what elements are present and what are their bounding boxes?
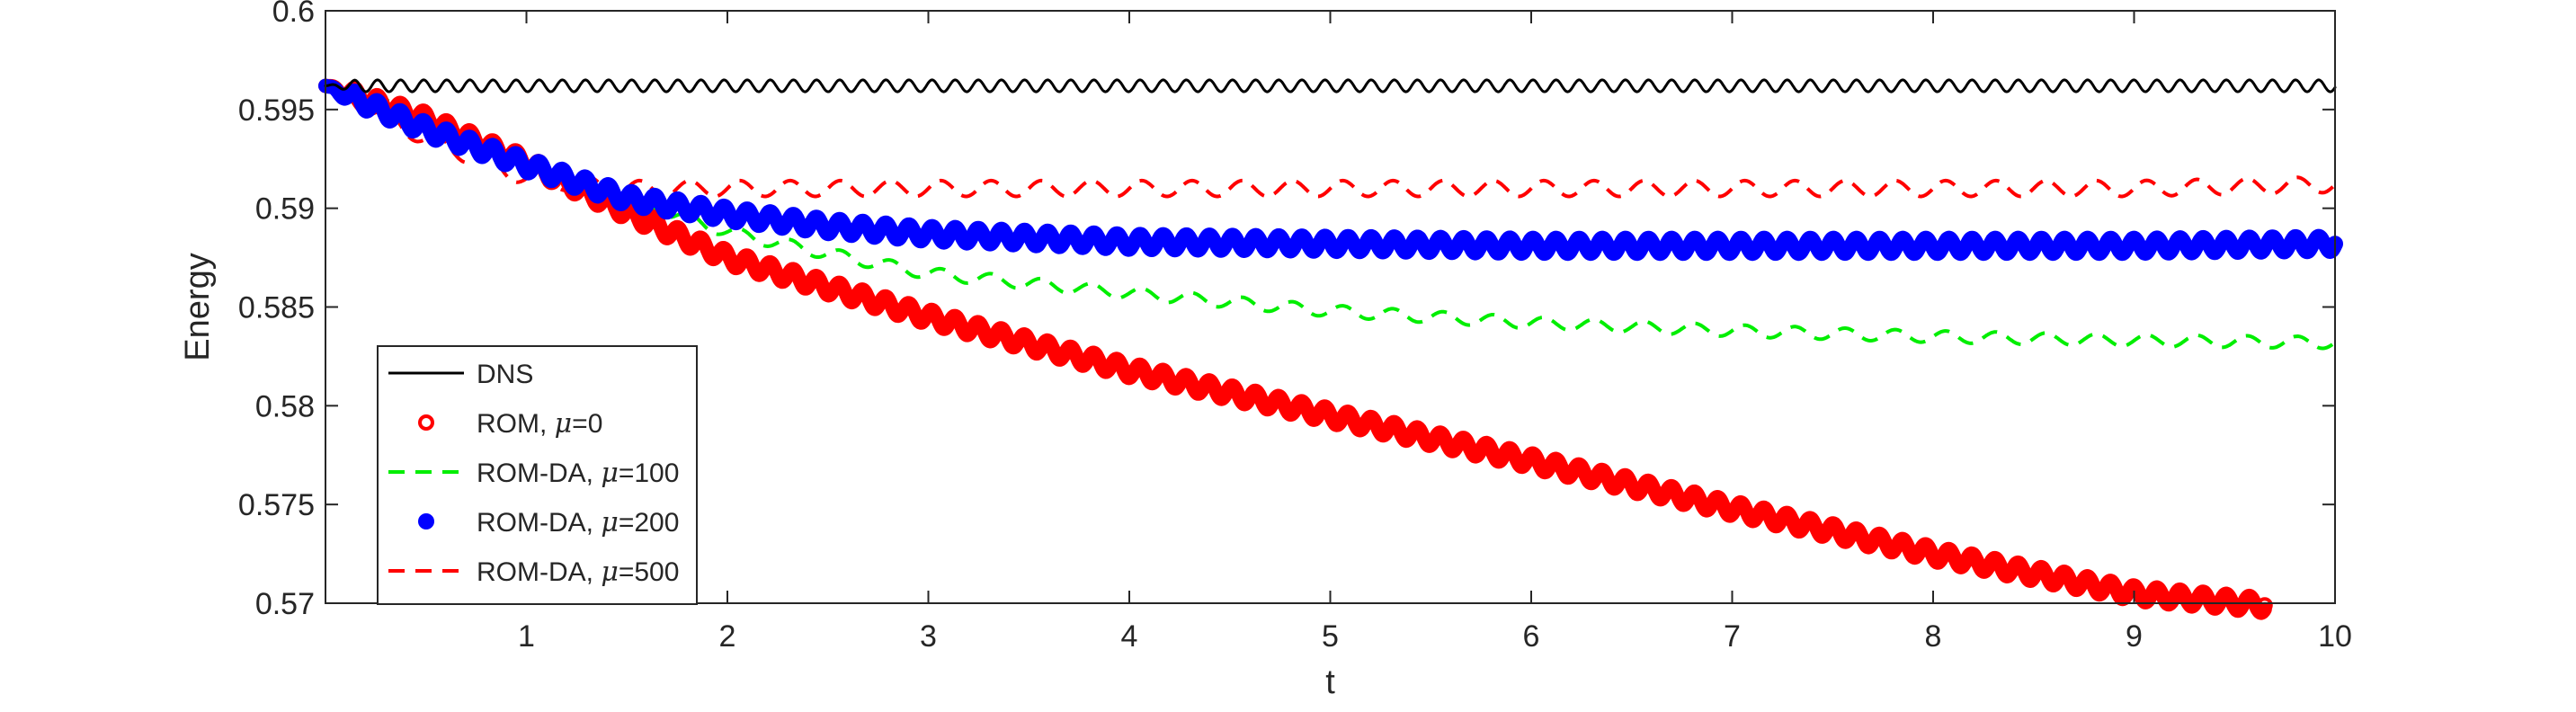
y-tick-label: 0.595	[238, 93, 315, 128]
x-tick-label: 6	[1523, 619, 1540, 654]
legend-label: ROM-DA, μ=200	[477, 507, 679, 538]
series-layer	[318, 78, 2343, 620]
legend-swatch	[418, 513, 434, 530]
x-tick-label: 5	[1322, 619, 1339, 654]
legend-label: ROM-DA, μ=500	[477, 556, 679, 588]
axes-layer: 1 2 3 4 5 6 7 8 9 10 0.57 0.575 0.58 0.585 0.59 0.595 0.…	[238, 0, 2352, 654]
x-tick-label: 10	[2318, 619, 2352, 654]
x-axis-title: t	[1325, 663, 1335, 701]
legend: DNS ROM, μ=0 ROM-DA, μ=100 ROM-DA, μ=200 ROM…	[377, 345, 698, 605]
series-line	[318, 78, 2272, 620]
series-end-marker	[2256, 597, 2273, 614]
y-tick-label: 0.57	[255, 587, 315, 621]
x-tick-label: 9	[2126, 619, 2143, 654]
series-line	[324, 78, 2337, 93]
y-tick-label: 0.58	[255, 389, 315, 423]
y-tick-label: 0.585	[238, 291, 315, 325]
y-axis-title: Energy	[179, 253, 217, 360]
y-tick-label: 0.6	[272, 0, 315, 29]
x-tick-label: 2	[719, 619, 736, 654]
legend-box	[377, 345, 698, 605]
legend-label: ROM, μ=0	[477, 408, 602, 440]
legend-label: ROM-DA, μ=100	[477, 458, 679, 489]
y-tick-label: 0.575	[238, 488, 315, 522]
x-tick-label: 4	[1121, 619, 1138, 654]
legend-swatch	[418, 414, 434, 431]
x-tick-label: 1	[518, 619, 535, 654]
legend-label: DNS	[477, 360, 533, 389]
x-tick-label: 8	[1925, 619, 1942, 654]
series-line	[318, 78, 2342, 262]
y-tick-label: 0.59	[255, 192, 315, 227]
x-tick-label: 7	[1724, 619, 1741, 654]
x-tick-label: 3	[920, 619, 937, 654]
